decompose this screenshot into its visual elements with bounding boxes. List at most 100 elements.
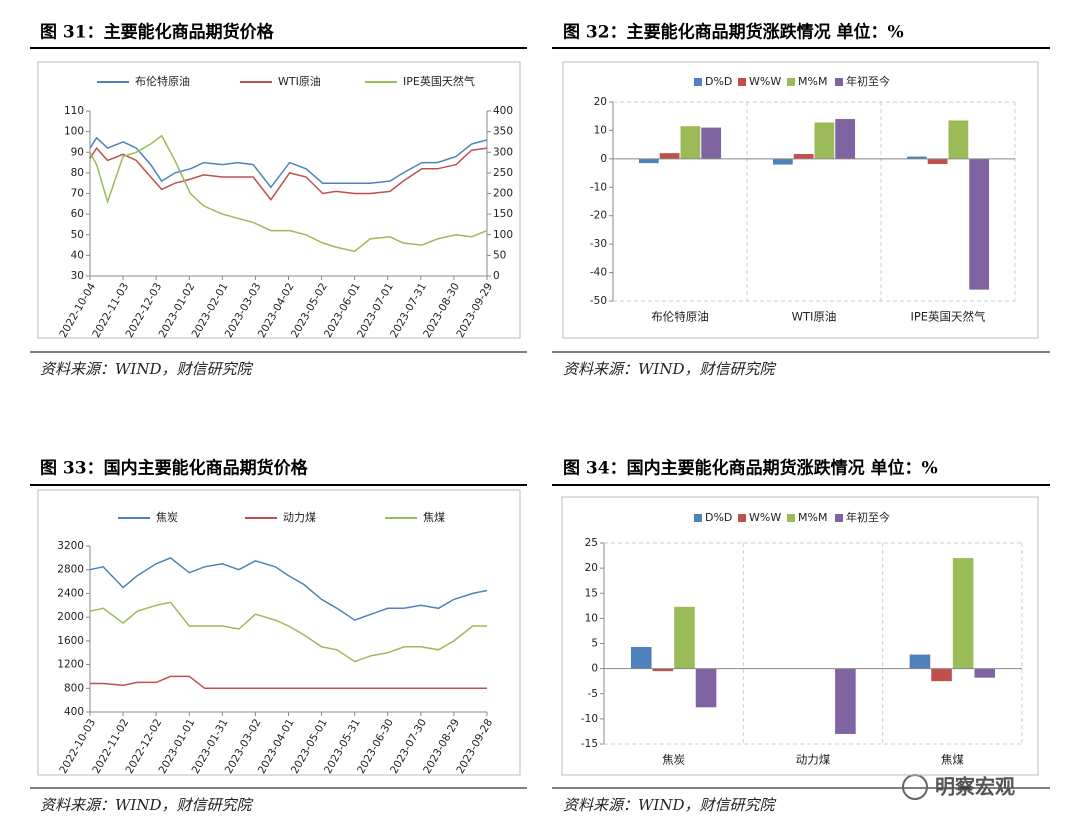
y-tick-label: 3200 bbox=[57, 540, 84, 552]
series-line bbox=[89, 136, 488, 189]
y2-tick-label: 150 bbox=[493, 208, 513, 220]
legend-label: M%M bbox=[798, 511, 827, 524]
bar bbox=[931, 668, 952, 682]
legend-swatch bbox=[835, 78, 843, 86]
series-line bbox=[89, 557, 488, 621]
y-tick-label: 800 bbox=[64, 682, 84, 694]
bar bbox=[909, 654, 931, 669]
source: 资料来源：WIND，财信研究院 bbox=[40, 796, 253, 814]
bar bbox=[793, 154, 814, 159]
chart-title: 图 33：国内主要能化商品期货价格 bbox=[40, 458, 309, 479]
y-tick-label: 110 bbox=[64, 105, 84, 117]
y-tick-label: -10 bbox=[581, 713, 598, 725]
bar bbox=[652, 668, 674, 672]
x-category-label: 动力煤 bbox=[796, 753, 831, 767]
y2-tick-label: 300 bbox=[493, 146, 513, 158]
bar bbox=[835, 119, 856, 159]
series-line bbox=[89, 601, 487, 663]
legend-label: WTI原油 bbox=[278, 74, 321, 88]
y-tick-label: -40 bbox=[590, 267, 607, 279]
legend-label: 焦炭 bbox=[156, 511, 178, 524]
y-tick-label: 100 bbox=[64, 126, 84, 138]
y-tick-label: 2000 bbox=[57, 611, 84, 623]
x-category-label: WTI原油 bbox=[792, 310, 837, 324]
bar bbox=[630, 647, 652, 669]
y-tick-label: -10 bbox=[590, 181, 607, 193]
y-tick-label: 90 bbox=[71, 146, 84, 158]
bar bbox=[952, 558, 974, 669]
legend-label: W%W bbox=[749, 75, 781, 88]
y-tick-label: 400 bbox=[64, 706, 84, 718]
y2-tick-label: 250 bbox=[493, 167, 513, 179]
legend-swatch bbox=[787, 514, 795, 522]
legend-label: 动力煤 bbox=[283, 511, 316, 524]
x-category-label: 布伦特原油 bbox=[651, 310, 709, 324]
y2-tick-label: 200 bbox=[493, 188, 513, 200]
series-line bbox=[90, 675, 487, 690]
bar bbox=[680, 126, 701, 159]
y-tick-label: 80 bbox=[71, 167, 84, 179]
chart-frame bbox=[37, 489, 521, 776]
legend-label: M%M bbox=[798, 75, 827, 88]
x-category-label: IPE英国天然气 bbox=[910, 310, 986, 324]
series-line bbox=[89, 134, 488, 253]
legend-label: D%D bbox=[705, 511, 732, 524]
legend-label: 布伦特原油 bbox=[135, 74, 190, 88]
bar bbox=[674, 606, 695, 669]
y-tick-label: 10 bbox=[594, 124, 607, 136]
y-tick-label: -30 bbox=[590, 238, 607, 250]
bar bbox=[835, 668, 856, 734]
bar bbox=[659, 153, 680, 159]
legend-swatch bbox=[738, 78, 746, 86]
y-tick-label: 1600 bbox=[57, 635, 84, 647]
chart-frame bbox=[562, 61, 1039, 339]
chart-title: 图 32：主要能化商品期货涨跌情况 单位：% bbox=[563, 22, 904, 43]
y2-tick-label: 50 bbox=[493, 249, 506, 261]
legend-label: IPE英国天然气 bbox=[403, 74, 475, 88]
legend-swatch bbox=[694, 514, 702, 522]
source: 资料来源：WIND，财信研究院 bbox=[40, 360, 253, 378]
y2-tick-label: 100 bbox=[493, 229, 513, 241]
y2-tick-label: 350 bbox=[493, 126, 513, 138]
y-tick-label: 2400 bbox=[57, 587, 84, 599]
bar bbox=[701, 127, 722, 159]
legend-swatch bbox=[694, 78, 702, 86]
chart-title: 图 31：主要能化商品期货价格 bbox=[40, 22, 275, 43]
legend-swatch bbox=[835, 514, 843, 522]
y-tick-label: 5 bbox=[591, 638, 598, 650]
y-tick-label: 25 bbox=[585, 537, 598, 549]
y-tick-label: -15 bbox=[581, 738, 598, 750]
bar bbox=[927, 158, 948, 164]
y-tick-label: 70 bbox=[71, 188, 84, 200]
legend-swatch bbox=[738, 514, 746, 522]
y-tick-label: 30 bbox=[71, 270, 84, 282]
y-tick-label: -5 bbox=[588, 688, 598, 700]
legend-label: 焦煤 bbox=[423, 511, 445, 524]
bar bbox=[948, 120, 969, 159]
bar bbox=[906, 156, 927, 159]
y-tick-label: 60 bbox=[71, 208, 84, 220]
y2-tick-label: 0 bbox=[493, 270, 500, 282]
x-category-label: 焦煤 bbox=[941, 753, 964, 767]
bar bbox=[695, 668, 717, 708]
chart-frame bbox=[561, 496, 1039, 776]
y-tick-label: 15 bbox=[585, 587, 598, 599]
y-tick-label: 50 bbox=[71, 229, 84, 241]
bar bbox=[814, 122, 835, 159]
y-tick-label: 20 bbox=[594, 96, 607, 108]
y-tick-label: -20 bbox=[590, 210, 607, 222]
legend-label: 年初至今 bbox=[846, 74, 890, 88]
legend-label: D%D bbox=[705, 75, 732, 88]
bar bbox=[969, 158, 990, 290]
bar bbox=[772, 158, 793, 165]
watermark-icon bbox=[902, 774, 928, 800]
bar bbox=[638, 158, 659, 164]
y-tick-label: 20 bbox=[585, 562, 598, 574]
x-category-label: 焦炭 bbox=[662, 753, 685, 767]
chart-title: 图 34：国内主要能化商品期货涨跌情况 单位：% bbox=[563, 458, 938, 479]
y-tick-label: 2800 bbox=[57, 564, 84, 576]
source: 资料来源：WIND，财信研究院 bbox=[563, 360, 776, 378]
legend-swatch bbox=[787, 78, 795, 86]
y-tick-label: 0 bbox=[591, 663, 598, 675]
